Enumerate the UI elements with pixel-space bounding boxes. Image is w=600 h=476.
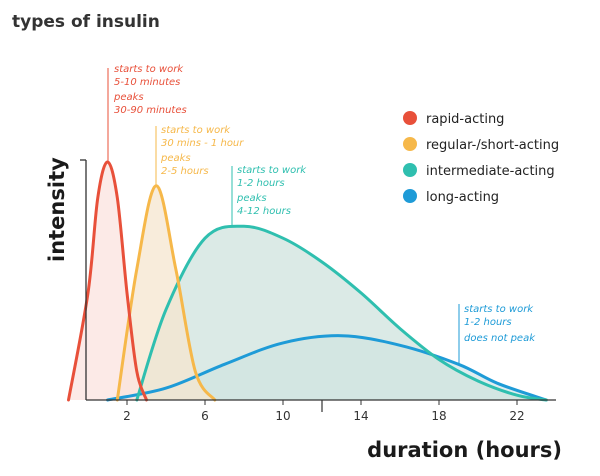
x-tick-label: 18	[431, 409, 446, 423]
legend-label-long-acting: long-acting	[426, 190, 499, 205]
legend-swatch-rapid-acting	[403, 111, 417, 125]
series-line-long-acting	[106, 334, 548, 402]
legend-label-rapid-acting: rapid-acting	[426, 112, 504, 127]
annotation-text-intermediate-acting: 1-2 hours	[237, 178, 285, 189]
annotation-text-long-acting: 1-2 hours	[464, 317, 512, 328]
x-tick-label: 10	[275, 409, 290, 423]
y-axis-label: intensity	[45, 157, 69, 262]
annotation-text-intermediate-acting: starts to work	[237, 165, 307, 176]
legend-label-regular-short-acting: regular-/short-acting	[426, 138, 559, 153]
series-area-regular-short-acting	[117, 185, 215, 400]
annotation-text-regular-short-acting: 2-5 hours	[161, 166, 209, 177]
legend-swatch-long-acting	[403, 189, 417, 203]
legend-swatch-regular-short-acting	[403, 137, 417, 151]
x-tick-label: 2	[123, 409, 131, 423]
annotation-text-rapid-acting: peaks	[113, 92, 144, 103]
series-line-rapid-acting	[67, 160, 148, 402]
annotation-text-intermediate-acting: 4-12 hours	[237, 206, 291, 217]
series-line-regular-short-acting	[115, 184, 217, 402]
annotation-text-regular-short-acting: 30 mins - 1 hour	[161, 138, 244, 149]
line-layer	[67, 160, 548, 402]
chart-title: types of insulin	[12, 12, 160, 32]
annotation-text-long-acting: does not peak	[464, 333, 536, 344]
annotation-text-regular-short-acting: starts to work	[161, 125, 231, 136]
annotation-text-rapid-acting: starts to work	[114, 64, 184, 75]
x-axis-ticks: 2 6 10 14 18 22	[123, 400, 525, 423]
area-layer	[68, 162, 547, 400]
x-tick-label: 6	[201, 409, 209, 423]
annotation-text-regular-short-acting: peaks	[160, 153, 191, 164]
annotation-text-rapid-acting: 5-10 minutes	[114, 77, 180, 88]
annotation-layer: starts to work 5-10 minutes peaks 30-90 min…	[107, 64, 536, 364]
annotation-text-long-acting: starts to work	[464, 304, 534, 315]
annotation-text-rapid-acting: 30-90 minutes	[114, 105, 187, 116]
legend-label-intermediate-acting: intermediate-acting	[426, 164, 555, 179]
series-area-intermediate-acting	[136, 226, 547, 400]
legend-swatch-intermediate-acting	[403, 163, 417, 177]
series-line-intermediate-acting	[135, 224, 548, 402]
x-axis-label: duration (hours)	[367, 438, 562, 462]
x-tick-label: 22	[509, 409, 524, 423]
x-tick-label: 14	[353, 409, 368, 423]
legend: rapid-acting regular-/short-acting interme…	[392, 101, 580, 219]
annotation-text-intermediate-acting: peaks	[236, 193, 267, 204]
legend-background	[392, 101, 580, 219]
